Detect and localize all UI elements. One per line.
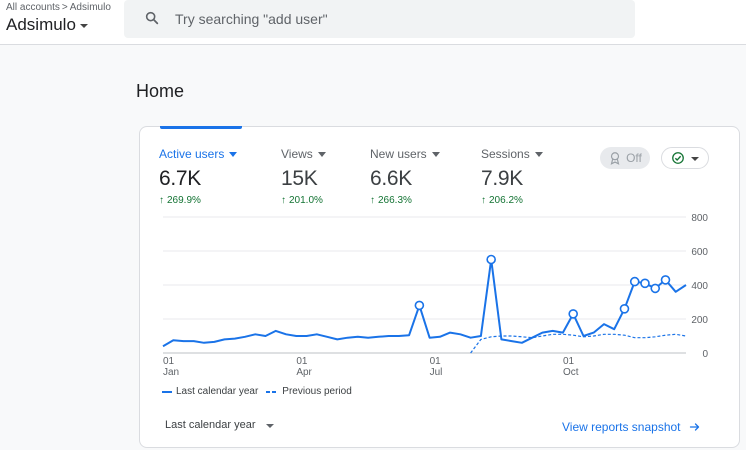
legend-item-current: Last calendar year (162, 386, 258, 397)
x-tick-month: Oct (563, 367, 579, 378)
legend-label-current: Last calendar year (176, 386, 259, 397)
x-tick-day: 01 (430, 356, 442, 367)
off-label: Off (626, 151, 642, 165)
page-title: Home (136, 81, 185, 101)
search-icon (145, 11, 159, 25)
x-tick-month: Jan (163, 367, 179, 378)
search-bar[interactable]: Try searching "add user" (124, 0, 635, 38)
chevron-right-icon: > (61, 2, 68, 13)
metric-value: 15K (281, 167, 318, 190)
metric-views[interactable]: Views 15K ↑ 201.0% (281, 147, 326, 206)
date-range-label: Last calendar year (165, 419, 256, 431)
anomaly-marker (640, 278, 650, 289)
metric-change: 201.0% (289, 195, 323, 206)
arrow-up-icon: ↑ (370, 195, 375, 206)
metric-label: New users (370, 147, 427, 161)
metric-sessions[interactable]: Sessions 7.9K ↑ 206.2% (481, 147, 543, 206)
series-line-previous (470, 333, 687, 354)
anomaly-marker (650, 283, 661, 294)
legend-swatch-dashed (266, 390, 279, 393)
metric-new-users[interactable]: New users 6.6K ↑ 266.3% (370, 147, 440, 206)
x-tick-month: Jul (430, 367, 443, 378)
breadcrumb-all-accounts[interactable]: All accounts (6, 2, 60, 13)
anomaly-marker (629, 276, 640, 287)
anomaly-marker (660, 275, 671, 285)
caret-down-icon (691, 157, 699, 161)
arrow-up-icon: ↑ (159, 195, 164, 206)
date-range-dropdown[interactable]: Last calendar year (165, 419, 274, 431)
breadcrumb[interactable]: All accounts > Adsimulo (6, 2, 111, 13)
breadcrumb-account[interactable]: Adsimulo (69, 2, 111, 13)
search-placeholder[interactable]: Try searching "add user" (175, 11, 328, 27)
metric-active-users[interactable]: Active users 6.7K ↑ 269.9% (159, 147, 238, 206)
y-tick-label: 800 (691, 213, 708, 224)
metric-change: 206.2% (489, 195, 523, 206)
active-tab-indicator (160, 126, 242, 129)
x-tick-day: 01 (563, 356, 575, 367)
anomaly-marker (619, 304, 630, 314)
metric-label: Sessions (481, 147, 530, 161)
caret-down-icon (431, 152, 440, 157)
anomaly-marker (486, 254, 496, 265)
view-reports-snapshot-link[interactable]: View reports snapshot (562, 420, 701, 434)
snapshot-link-label: View reports snapshot (562, 420, 681, 434)
chart-legend: Last calendar year Previous period (162, 386, 352, 397)
account-name: Adsimulo (6, 15, 76, 34)
x-tick-month: Apr (296, 367, 312, 378)
y-tick-label: 400 (691, 281, 708, 292)
status-dropdown[interactable] (661, 147, 709, 169)
y-tick-label: 0 (702, 349, 708, 360)
anomaly-marker (414, 300, 425, 311)
badge-icon (610, 152, 620, 165)
legend-label-previous: Previous period (282, 386, 352, 397)
x-tick-day: 01 (163, 356, 175, 367)
y-tick-label: 600 (691, 247, 708, 258)
metric-value: 7.9K (481, 167, 523, 190)
metric-value: 6.6K (370, 167, 412, 190)
metric-label: Active users (159, 147, 225, 161)
arrow-right-icon (689, 423, 699, 431)
overview-card: Active users 6.7K ↑ 269.9% Views 15K ↑ 201… (139, 126, 740, 448)
top-bar: All accounts > Adsimulo Adsimulo Try sea… (0, 0, 746, 45)
caret-down-icon (265, 424, 274, 428)
account-selector[interactable]: Adsimulo (6, 15, 88, 35)
arrow-up-icon: ↑ (481, 195, 486, 206)
x-tick-day: 01 (296, 356, 308, 367)
series-line-current (162, 258, 687, 348)
caret-down-icon (229, 152, 238, 157)
check-circle-icon (672, 152, 684, 164)
legend-swatch-solid (162, 390, 172, 393)
caret-down-icon (317, 152, 326, 157)
anomaly-marker (568, 309, 578, 319)
caret-down-icon (79, 24, 88, 28)
arrow-up-icon: ↑ (281, 195, 286, 206)
metric-change: 269.9% (167, 195, 201, 206)
metric-change: 266.3% (378, 195, 412, 206)
metric-label: Views (281, 147, 313, 161)
y-tick-label: 200 (691, 315, 708, 326)
legend-item-previous: Previous period (266, 386, 352, 397)
caret-down-icon (534, 152, 543, 157)
metric-value: 6.7K (159, 167, 201, 190)
insights-off-toggle[interactable]: Off (600, 147, 650, 169)
